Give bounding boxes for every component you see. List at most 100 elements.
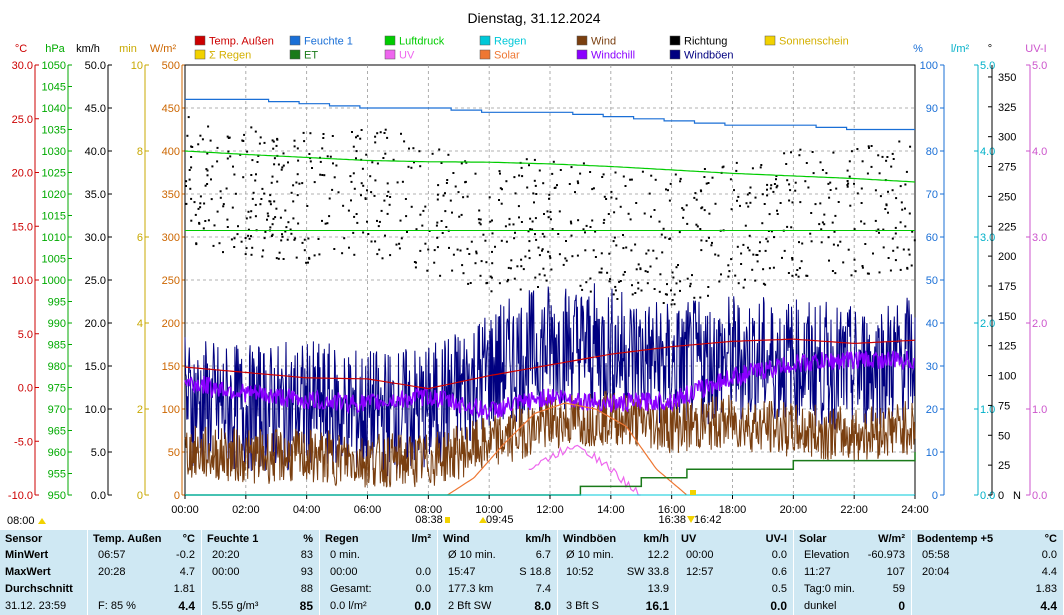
direction-point (835, 187, 838, 190)
stat-row: 0 min. (320, 548, 437, 563)
direction-point (531, 220, 534, 223)
direction-point (250, 235, 252, 238)
stat-cell: 20:28 (98, 566, 126, 578)
axis-tick-label: 10.0 (12, 275, 33, 287)
direction-point (634, 292, 637, 294)
direction-point (831, 221, 834, 224)
direction-point (546, 210, 549, 213)
axis-tick-label: 0.0 (18, 383, 33, 395)
direction-point (882, 228, 885, 231)
direction-point (378, 220, 381, 223)
direction-point (907, 248, 910, 251)
direction-point (677, 264, 679, 266)
direction-point (195, 242, 198, 245)
direction-point (814, 203, 817, 206)
direction-point (900, 201, 903, 204)
stat-cell: UV-I (765, 533, 787, 545)
direction-point (482, 233, 485, 236)
axis-tick-label: 965 (48, 426, 66, 438)
stat-cell: 5.55 g/m³ (212, 600, 259, 612)
direction-point (744, 224, 747, 227)
direction-point (693, 296, 696, 299)
direction-point (232, 165, 234, 168)
stat-cell: 13.9 (647, 583, 669, 595)
direction-point (639, 267, 642, 270)
direction-point (799, 201, 802, 204)
direction-point (271, 223, 274, 226)
direction-point (528, 240, 531, 243)
direction-point (211, 165, 214, 168)
direction-point (293, 145, 296, 148)
direction-point (653, 209, 656, 211)
stat-cell: 4.7 (179, 566, 195, 578)
direction-point (373, 194, 376, 197)
direction-point (333, 176, 336, 179)
direction-point (240, 240, 243, 243)
direction-point (307, 237, 310, 240)
direction-point (821, 221, 824, 224)
direction-point (856, 148, 859, 150)
direction-point (514, 192, 517, 195)
direction-point (608, 280, 611, 283)
axis-tick-label: 955 (48, 469, 66, 481)
direction-point (874, 189, 877, 192)
direction-point (521, 175, 524, 178)
direction-point (877, 154, 880, 157)
stat-row: Elevation -60.973 (794, 548, 911, 563)
direction-point (362, 231, 365, 234)
direction-point (799, 148, 802, 151)
direction-n-label: N (1013, 490, 1021, 502)
direction-point (247, 234, 250, 237)
stat-cell: 83 (300, 549, 313, 561)
direction-point (902, 248, 905, 251)
direction-point (549, 256, 552, 259)
legend-label: Luftdruck (399, 36, 445, 48)
direction-point (747, 205, 750, 208)
direction-point (251, 246, 254, 249)
direction-point (860, 220, 863, 223)
legend-label: Richtung (684, 36, 727, 48)
direction-point (186, 134, 189, 137)
direction-point (226, 135, 229, 138)
direction-point (770, 184, 773, 187)
direction-point (622, 247, 625, 250)
direction-point (699, 296, 702, 299)
direction-point (337, 191, 340, 194)
axis-tick-label: 1015 (42, 211, 66, 223)
direction-point (637, 263, 640, 266)
axis-tick-label: 1.0 (980, 404, 995, 416)
direction-point (301, 241, 304, 244)
direction-point (263, 141, 266, 144)
direction-point (568, 183, 571, 185)
direction-point (376, 162, 379, 165)
stat-column: Temp. Außen °C 06:57 -0.2 20:28 4.7 1.81 F: 85 … (88, 530, 202, 615)
direction-point (807, 186, 810, 189)
direction-point (302, 131, 305, 134)
direction-point (559, 169, 562, 171)
x-tick-label: 24:00 (901, 504, 929, 516)
direction-point (534, 233, 536, 236)
direction-point (613, 236, 616, 239)
direction-point (783, 249, 786, 252)
direction-point (289, 228, 292, 231)
direction-point (247, 210, 250, 213)
direction-point (887, 257, 890, 259)
direction-point (403, 140, 406, 143)
direction-point (761, 193, 764, 196)
direction-point (406, 231, 408, 233)
direction-point (282, 164, 285, 167)
direction-point (254, 130, 257, 133)
direction-point (376, 132, 379, 135)
direction-point (805, 162, 808, 164)
direction-point (550, 268, 553, 271)
direction-point (679, 280, 682, 283)
direction-point (216, 160, 219, 163)
direction-point (570, 166, 573, 169)
axis-tick-label: 250 (998, 191, 1016, 203)
direction-point (789, 189, 792, 192)
stat-row: dunkel 0 (794, 599, 911, 614)
direction-point (260, 198, 263, 200)
direction-point (270, 181, 273, 184)
stat-row: 177.3 km 7.4 (438, 582, 557, 597)
direction-point (352, 145, 355, 148)
